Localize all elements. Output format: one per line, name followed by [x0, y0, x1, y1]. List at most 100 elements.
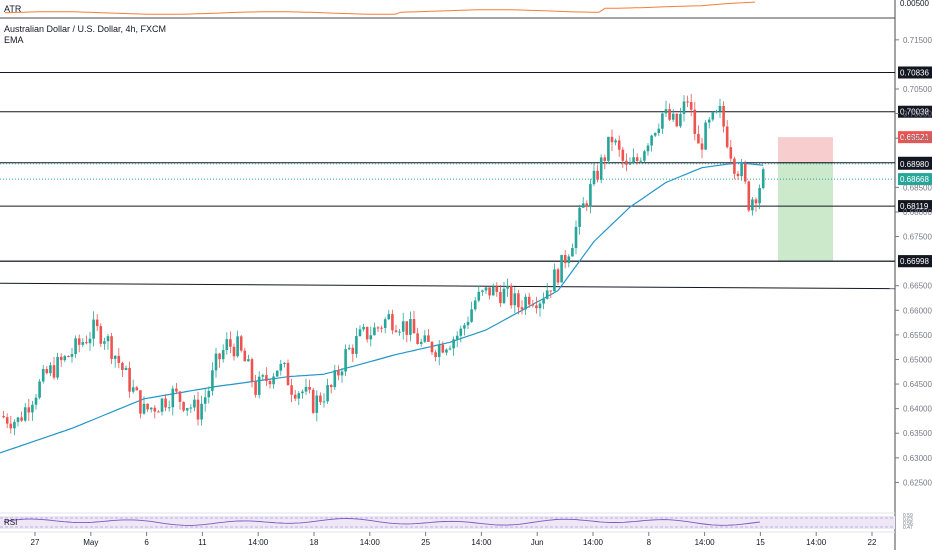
- candle-body: [70, 354, 74, 357]
- candle-body: [124, 367, 128, 370]
- candle-body: [437, 344, 441, 357]
- candle-body: [477, 291, 481, 301]
- rsi-band: [0, 516, 895, 529]
- candle-body: [146, 403, 149, 410]
- candle-body: [236, 336, 239, 357]
- candle-body: [272, 376, 275, 385]
- candle-body: [20, 417, 23, 421]
- candle-body: [301, 391, 304, 394]
- candle-body: [650, 135, 653, 146]
- candle-body: [265, 375, 268, 381]
- candle-body: [383, 319, 387, 329]
- candle-body: [733, 158, 736, 174]
- candle-body: [481, 290, 484, 292]
- candle-body: [686, 101, 689, 103]
- candle-body: [243, 350, 247, 362]
- candle-body: [689, 102, 693, 110]
- candle-body: [13, 421, 16, 429]
- candle-body: [171, 388, 175, 408]
- price-tick-label-2: 0.70000: [903, 110, 932, 119]
- candle-body: [682, 101, 686, 114]
- candle-body: [34, 397, 38, 405]
- time-tick-label-13: 15: [756, 538, 765, 547]
- candle-body: [293, 394, 297, 399]
- price-tick-label-13: 0.63500: [903, 429, 932, 438]
- candle-body: [398, 331, 401, 333]
- price-tick-label-8: 0.66000: [903, 306, 932, 315]
- candle-body: [621, 149, 625, 161]
- candle-body: [261, 375, 265, 377]
- rsi-tick-label-1: 0.63: [903, 517, 913, 523]
- time-axis[interactable]: 27 May 6 11 14:00 18 14:00 25 14:00 Jun 14:00 8 14:0…: [31, 532, 877, 547]
- candle-body: [499, 291, 502, 304]
- time-tick-label-8: 14:00: [471, 538, 492, 547]
- candle-body: [135, 387, 139, 391]
- candle-body: [470, 309, 473, 322]
- candle-body: [430, 341, 434, 353]
- candle-body: [700, 143, 704, 150]
- candle-body: [578, 207, 581, 227]
- price-tick-label-0: 0.71500: [903, 36, 932, 45]
- candle-body: [218, 353, 221, 360]
- candle-body: [81, 342, 85, 345]
- time-tick-label-7: 25: [421, 538, 430, 547]
- horizontal-levels[interactable]: 0.708360.700380.690000.681190.670010.669…: [0, 66, 932, 290]
- level-5-label: 0.66998: [900, 257, 929, 266]
- candle-body: [653, 133, 657, 136]
- candle-body: [225, 339, 229, 351]
- price-axis[interactable]: 0.71500 0.70500 0.70000 0.69500 0.68500 0.680…: [895, 36, 932, 488]
- candle-body: [286, 362, 290, 386]
- time-tick-label-14: 14:00: [806, 538, 827, 547]
- candle-body: [142, 403, 146, 414]
- candle-body: [707, 119, 711, 123]
- candle-body: [351, 347, 355, 354]
- time-tick-label-1: May: [83, 538, 98, 547]
- candle-body: [95, 319, 99, 327]
- trend-line: [0, 282, 896, 290]
- candle-body: [517, 293, 520, 308]
- candle-body: [358, 329, 362, 337]
- atr-legend: ATR: [4, 4, 22, 14]
- candle-body: [743, 163, 747, 182]
- candle-body: [376, 327, 380, 329]
- candle-body: [693, 109, 697, 134]
- candle-body: [149, 407, 153, 410]
- candle-body: [297, 393, 301, 399]
- candle-body: [639, 160, 643, 162]
- candle-body: [502, 288, 506, 304]
- candle-body: [23, 407, 27, 421]
- candle-body: [74, 338, 77, 355]
- candle-body: [27, 407, 31, 413]
- candle-body: [67, 356, 70, 358]
- candle-body: [466, 321, 470, 326]
- candle-body: [729, 147, 733, 159]
- candle-body: [531, 304, 535, 306]
- candle-body: [455, 335, 459, 340]
- chart-legend: ATR Australian Dollar / U.S. Dollar, 4h,…: [4, 4, 166, 527]
- position-zones[interactable]: [778, 137, 833, 262]
- candle-body: [257, 376, 261, 395]
- atr-line: [4, 1, 756, 15]
- price-tick-label-7: 0.66500: [903, 282, 932, 291]
- candle-body: [563, 255, 567, 264]
- candle-body: [401, 321, 405, 332]
- candle-body: [513, 293, 517, 306]
- candle-body: [556, 269, 560, 283]
- candle-body: [409, 319, 412, 335]
- candle-body: [412, 319, 416, 334]
- candle-body: [311, 389, 315, 413]
- rsi-tick-label-2: 0.56: [903, 521, 913, 527]
- candle-body: [427, 335, 430, 342]
- candle-body: [484, 287, 488, 291]
- candle-body: [2, 416, 5, 418]
- current-price-0-badge: [898, 157, 932, 170]
- candle-body: [711, 112, 715, 120]
- atr-tick-label: 0.00500: [900, 0, 929, 8]
- candle-body: [373, 327, 376, 336]
- candle-body: [448, 348, 452, 350]
- candle-body: [434, 352, 437, 357]
- candle-body: [459, 328, 463, 336]
- price-tick-label-10: 0.65000: [903, 355, 932, 364]
- candle-body: [178, 391, 182, 402]
